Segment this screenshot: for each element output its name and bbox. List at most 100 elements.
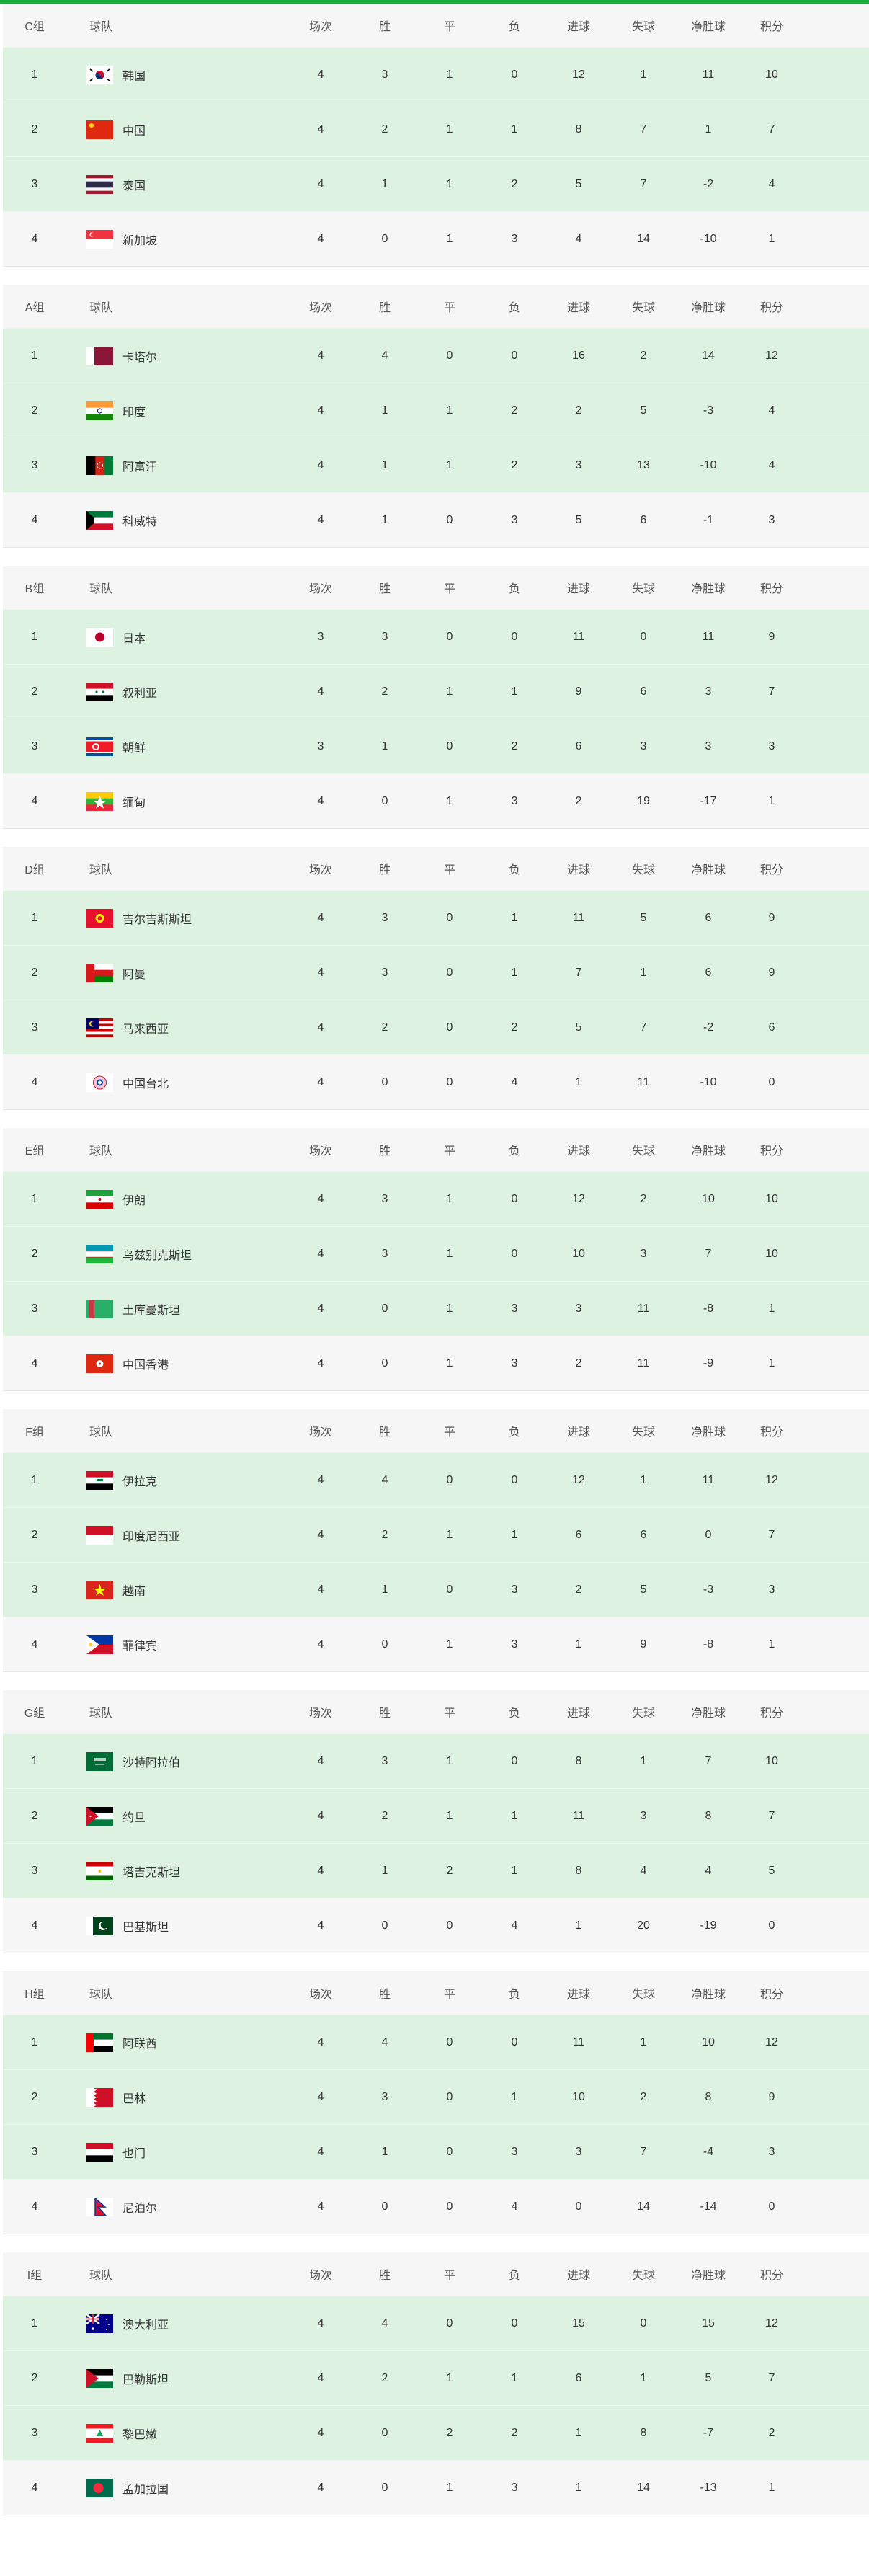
team-name[interactable]: 阿曼 (122, 968, 146, 981)
table-row[interactable]: 3 土库曼斯坦 4 0 1 3 3 11 -8 1 (3, 1281, 869, 1336)
table-row[interactable]: 1 阿联酋 4 4 0 0 11 1 10 12 (3, 2015, 869, 2069)
team-cell[interactable]: 科威特 (86, 493, 303, 547)
team-cell[interactable]: 沙特阿拉伯 (86, 1734, 303, 1788)
team-cell[interactable]: 孟加拉国 (86, 2461, 303, 2515)
team-name[interactable]: 泰国 (122, 179, 146, 192)
table-row[interactable]: 1 伊拉克 4 4 0 0 12 1 11 12 (3, 1452, 869, 1507)
table-row[interactable]: 4 巴基斯坦 4 0 0 4 1 20 -19 0 (3, 1898, 869, 1953)
team-name[interactable]: 黎巴嫩 (122, 2428, 158, 2441)
table-row[interactable]: 3 塔吉克斯坦 4 1 2 1 8 4 4 5 (3, 1843, 869, 1898)
team-cell[interactable]: 新加坡 (86, 212, 303, 266)
table-row[interactable]: 3 也门 4 1 0 3 3 7 -4 3 (3, 2124, 869, 2179)
table-row[interactable]: 2 中国 4 2 1 1 8 7 1 7 (3, 102, 869, 156)
team-name[interactable]: 朝鲜 (122, 742, 146, 755)
table-row[interactable]: 2 阿曼 4 3 0 1 7 1 6 9 (3, 945, 869, 1000)
team-name[interactable]: 约旦 (122, 1811, 146, 1824)
team-cell[interactable]: 约旦 (86, 1789, 303, 1843)
team-name[interactable]: 伊拉克 (122, 1475, 158, 1488)
team-cell[interactable]: 巴基斯坦 (86, 1898, 303, 1953)
team-cell[interactable]: 吉尔吉斯斯坦 (86, 891, 303, 945)
team-cell[interactable]: 泰国 (86, 157, 303, 211)
team-cell[interactable]: 缅甸 (86, 774, 303, 828)
team-cell[interactable]: 中国 (86, 102, 303, 156)
team-cell[interactable]: 马来西亚 (86, 1000, 303, 1054)
table-row[interactable]: 4 孟加拉国 4 0 1 3 1 14 -13 1 (3, 2460, 869, 2515)
team-name[interactable]: 塔吉克斯坦 (122, 1866, 181, 1879)
table-row[interactable]: 3 黎巴嫩 4 0 2 2 1 8 -7 2 (3, 2405, 869, 2460)
table-row[interactable]: 4 尼泊尔 4 0 0 4 0 14 -14 0 (3, 2179, 869, 2234)
team-name[interactable]: 阿富汗 (122, 461, 158, 474)
team-cell[interactable]: 塔吉克斯坦 (86, 1844, 303, 1898)
team-name[interactable]: 乌兹别克斯坦 (122, 1249, 192, 1262)
table-row[interactable]: 1 吉尔吉斯斯坦 4 3 0 1 11 5 6 9 (3, 890, 869, 945)
team-name[interactable]: 日本 (122, 632, 146, 645)
team-name[interactable]: 菲律宾 (122, 1640, 158, 1653)
team-name[interactable]: 韩国 (122, 70, 146, 83)
table-row[interactable]: 4 中国台北 4 0 0 4 1 11 -10 0 (3, 1054, 869, 1109)
team-name[interactable]: 中国香港 (122, 1359, 169, 1372)
team-cell[interactable]: 韩国 (86, 48, 303, 102)
team-name[interactable]: 新加坡 (122, 234, 158, 247)
table-row[interactable]: 2 乌兹别克斯坦 4 3 1 0 10 3 7 10 (3, 1226, 869, 1281)
team-name[interactable]: 沙特阿拉伯 (122, 1756, 181, 1769)
table-row[interactable]: 4 新加坡 4 0 1 3 4 14 -10 1 (3, 211, 869, 266)
table-row[interactable]: 1 澳大利亚 4 4 0 0 15 0 15 12 (3, 2296, 869, 2350)
team-name[interactable]: 巴勒斯坦 (122, 2373, 169, 2386)
table-row[interactable]: 4 中国香港 4 0 1 3 2 11 -9 1 (3, 1336, 869, 1390)
team-cell[interactable]: 伊拉克 (86, 1453, 303, 1507)
team-name[interactable]: 叙利亚 (122, 687, 158, 700)
table-row[interactable]: 2 巴林 4 3 0 1 10 2 8 9 (3, 2069, 869, 2124)
team-name[interactable]: 越南 (122, 1585, 146, 1598)
team-name[interactable]: 卡塔尔 (122, 351, 158, 364)
team-cell[interactable]: 日本 (86, 610, 303, 664)
table-row[interactable]: 2 叙利亚 4 2 1 1 9 6 3 7 (3, 664, 869, 719)
team-cell[interactable]: 伊朗 (86, 1172, 303, 1226)
team-cell[interactable]: 印度尼西亚 (86, 1508, 303, 1562)
team-cell[interactable]: 越南 (86, 1563, 303, 1617)
team-cell[interactable]: 卡塔尔 (86, 329, 303, 383)
team-name[interactable]: 中国台北 (122, 1078, 169, 1091)
team-cell[interactable]: 土库曼斯坦 (86, 1282, 303, 1336)
team-name[interactable]: 孟加拉国 (122, 2483, 169, 2496)
team-cell[interactable]: 阿富汗 (86, 438, 303, 492)
team-cell[interactable]: 黎巴嫩 (86, 2406, 303, 2460)
table-row[interactable]: 3 泰国 4 1 1 2 5 7 -2 4 (3, 156, 869, 211)
team-name[interactable]: 印度尼西亚 (122, 1530, 181, 1543)
team-name[interactable]: 阿联酋 (122, 2038, 158, 2051)
table-row[interactable]: 3 马来西亚 4 2 0 2 5 7 -2 6 (3, 1000, 869, 1054)
table-row[interactable]: 3 朝鲜 3 1 0 2 6 3 3 3 (3, 719, 869, 773)
table-row[interactable]: 2 印度尼西亚 4 2 1 1 6 6 0 7 (3, 1507, 869, 1562)
team-name[interactable]: 伊朗 (122, 1194, 146, 1207)
team-cell[interactable]: 尼泊尔 (86, 2180, 303, 2234)
team-cell[interactable]: 乌兹别克斯坦 (86, 1227, 303, 1281)
team-cell[interactable]: 朝鲜 (86, 719, 303, 773)
team-cell[interactable]: 中国台北 (86, 1055, 303, 1109)
table-row[interactable]: 1 韩国 4 3 1 0 12 1 11 10 (3, 47, 869, 102)
table-row[interactable]: 1 沙特阿拉伯 4 3 1 0 8 1 7 10 (3, 1733, 869, 1788)
table-row[interactable]: 2 约旦 4 2 1 1 11 3 8 7 (3, 1788, 869, 1843)
table-row[interactable]: 4 科威特 4 1 0 3 5 6 -1 3 (3, 492, 869, 547)
table-row[interactable]: 1 伊朗 4 3 1 0 12 2 10 10 (3, 1171, 869, 1226)
table-row[interactable]: 2 印度 4 1 1 2 2 5 -3 4 (3, 383, 869, 438)
table-row[interactable]: 4 缅甸 4 0 1 3 2 19 -17 1 (3, 773, 869, 828)
team-name[interactable]: 马来西亚 (122, 1023, 169, 1036)
team-cell[interactable]: 巴勒斯坦 (86, 2351, 303, 2405)
table-row[interactable]: 1 卡塔尔 4 4 0 0 16 2 14 12 (3, 328, 869, 383)
team-cell[interactable]: 中国香港 (86, 1336, 303, 1390)
team-cell[interactable]: 也门 (86, 2125, 303, 2179)
table-row[interactable]: 4 菲律宾 4 0 1 3 1 9 -8 1 (3, 1617, 869, 1671)
team-name[interactable]: 土库曼斯坦 (122, 1304, 181, 1317)
team-name[interactable]: 印度 (122, 406, 146, 419)
table-row[interactable]: 3 阿富汗 4 1 1 2 3 13 -10 4 (3, 438, 869, 492)
table-row[interactable]: 3 越南 4 1 0 3 2 5 -3 3 (3, 1562, 869, 1617)
team-name[interactable]: 巴林 (122, 2092, 146, 2105)
team-name[interactable]: 缅甸 (122, 796, 146, 809)
team-name[interactable]: 尼泊尔 (122, 2202, 158, 2215)
team-name[interactable]: 巴基斯坦 (122, 1921, 169, 1934)
table-row[interactable]: 1 日本 3 3 0 0 11 0 11 9 (3, 609, 869, 664)
team-cell[interactable]: 澳大利亚 (86, 2296, 303, 2350)
team-name[interactable]: 科威特 (122, 515, 158, 528)
team-name[interactable]: 也门 (122, 2147, 146, 2160)
team-cell[interactable]: 阿曼 (86, 946, 303, 1000)
